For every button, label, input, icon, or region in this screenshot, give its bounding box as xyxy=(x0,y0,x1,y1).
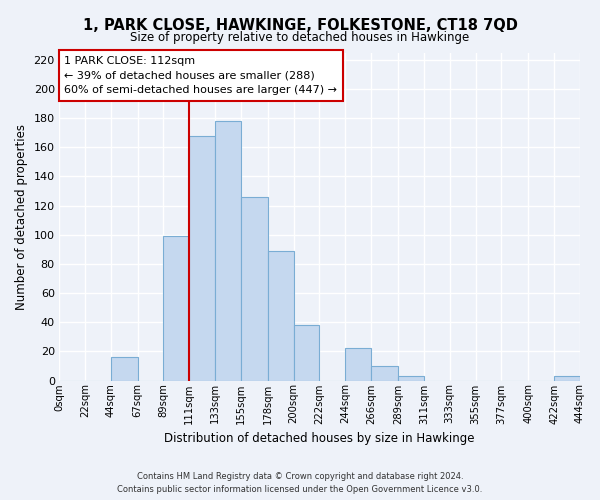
Bar xyxy=(398,376,424,380)
Bar xyxy=(371,366,398,380)
Text: 1 PARK CLOSE: 112sqm
← 39% of detached houses are smaller (288)
60% of semi-deta: 1 PARK CLOSE: 112sqm ← 39% of detached h… xyxy=(64,56,337,96)
Bar xyxy=(268,251,293,380)
Text: Contains HM Land Registry data © Crown copyright and database right 2024.
Contai: Contains HM Land Registry data © Crown c… xyxy=(118,472,482,494)
Bar xyxy=(110,357,137,380)
X-axis label: Distribution of detached houses by size in Hawkinge: Distribution of detached houses by size … xyxy=(164,432,475,445)
Bar xyxy=(554,376,580,380)
Bar xyxy=(293,325,319,380)
Bar xyxy=(189,136,215,380)
Text: 1, PARK CLOSE, HAWKINGE, FOLKESTONE, CT18 7QD: 1, PARK CLOSE, HAWKINGE, FOLKESTONE, CT1… xyxy=(83,18,517,32)
Bar xyxy=(241,197,268,380)
Bar xyxy=(163,236,189,380)
Text: Size of property relative to detached houses in Hawkinge: Size of property relative to detached ho… xyxy=(130,31,470,44)
Bar xyxy=(346,348,371,380)
Y-axis label: Number of detached properties: Number of detached properties xyxy=(15,124,28,310)
Bar xyxy=(215,121,241,380)
